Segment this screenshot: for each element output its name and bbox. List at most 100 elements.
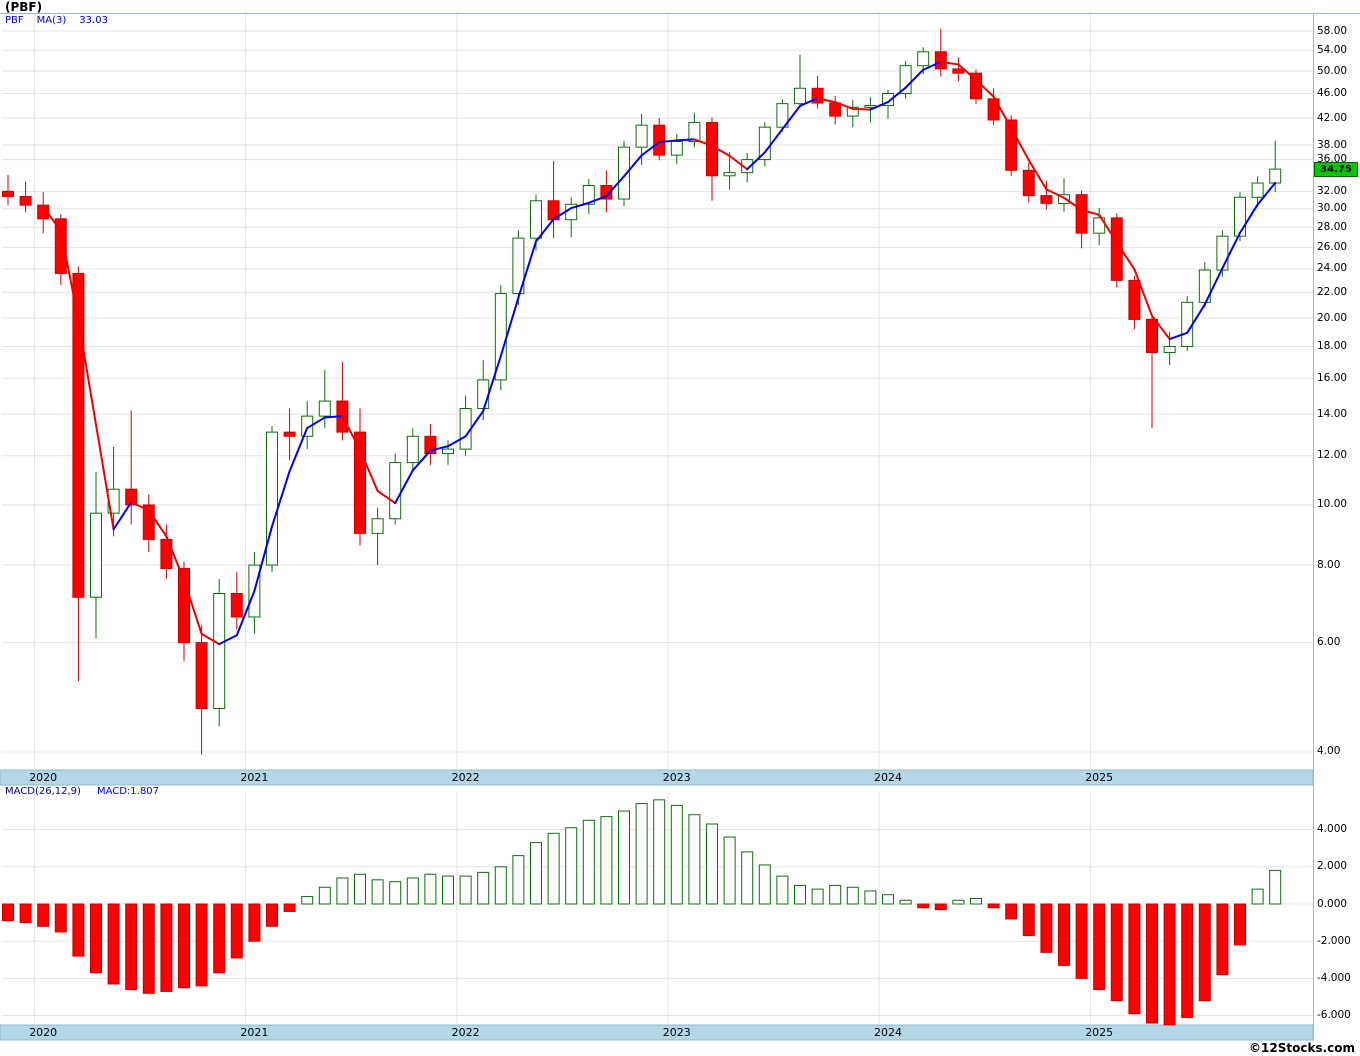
macd-bar bbox=[301, 896, 314, 905]
macd-bar bbox=[1110, 903, 1123, 1002]
macd-bar bbox=[107, 903, 120, 985]
macd-bar bbox=[987, 903, 1000, 909]
candle-body bbox=[934, 51, 947, 70]
price-tick-label: 22.00 bbox=[1317, 285, 1348, 298]
candle-body bbox=[512, 237, 525, 295]
candle-body bbox=[301, 415, 314, 437]
candle-body bbox=[1093, 217, 1106, 234]
macd-bar bbox=[530, 842, 542, 905]
candle-body bbox=[160, 538, 173, 569]
macd-bar bbox=[635, 803, 648, 905]
candle-body bbox=[283, 431, 296, 437]
price-tick-label: 10.00 bbox=[1317, 498, 1348, 511]
watermark-link[interactable]: ©12Stocks.com bbox=[1249, 1041, 1355, 1055]
macd-bar bbox=[178, 903, 190, 989]
candle-body bbox=[1163, 345, 1176, 354]
macd-bar bbox=[424, 873, 437, 905]
macd-bar bbox=[741, 851, 754, 905]
macd-bar bbox=[565, 827, 578, 905]
year-label: 2021 bbox=[240, 771, 269, 784]
year-label: 2024 bbox=[874, 771, 902, 784]
candle-body bbox=[230, 593, 243, 618]
year-label: 2020 bbox=[29, 771, 58, 784]
price-tick-label: 20.00 bbox=[1317, 311, 1348, 324]
price-tick-label: 12.00 bbox=[1317, 449, 1348, 462]
macd-bar bbox=[494, 866, 507, 905]
candle-body bbox=[266, 431, 278, 566]
macd-legend: MACD(26,12,9) MACD:1.807 bbox=[5, 786, 159, 797]
macd-bar bbox=[160, 903, 173, 992]
candle-body bbox=[811, 87, 824, 104]
date-band-bottom bbox=[0, 1024, 1314, 1041]
macd-bar bbox=[794, 884, 806, 905]
macd-bar bbox=[248, 903, 261, 942]
candle-body bbox=[442, 448, 454, 455]
candle-body bbox=[2, 190, 14, 197]
candle-body bbox=[600, 185, 613, 200]
macd-bar bbox=[90, 903, 102, 974]
macd-bar bbox=[776, 875, 789, 905]
candle-body bbox=[706, 122, 718, 177]
macd-bar bbox=[600, 816, 613, 905]
price-tick-label: 16.00 bbox=[1317, 371, 1348, 384]
macd-bar bbox=[1216, 903, 1229, 976]
year-label: 2021 bbox=[240, 1026, 269, 1039]
candle-body bbox=[987, 98, 1000, 121]
candle-body bbox=[125, 488, 138, 506]
macd-bar bbox=[477, 871, 490, 905]
candle-body bbox=[371, 518, 384, 534]
candle-body bbox=[1075, 194, 1088, 234]
macd-bar bbox=[54, 903, 67, 933]
macd-tick-label: 2.000 bbox=[1317, 860, 1348, 873]
year-label: 2022 bbox=[451, 771, 480, 784]
year-label: 2022 bbox=[451, 1026, 480, 1039]
macd-bar bbox=[19, 903, 32, 924]
candle-body bbox=[1181, 301, 1194, 347]
candle-body bbox=[54, 218, 67, 274]
year-label: 2023 bbox=[662, 771, 691, 784]
macd-bar bbox=[371, 879, 384, 905]
macd-bar bbox=[706, 823, 718, 905]
price-tick-label: 6.00 bbox=[1317, 636, 1341, 649]
price-tick-label: 18.00 bbox=[1317, 339, 1348, 352]
macd-bar bbox=[547, 832, 560, 905]
candle-body bbox=[846, 106, 859, 117]
price-tick-label: 54.00 bbox=[1317, 43, 1348, 56]
macd-bar bbox=[723, 836, 736, 905]
macd-bar bbox=[582, 819, 595, 905]
macd-bar bbox=[142, 903, 155, 994]
macd-bar bbox=[1093, 903, 1106, 991]
macd-bar bbox=[758, 864, 771, 905]
macd-bar bbox=[354, 873, 366, 905]
price-tick-label: 38.00 bbox=[1317, 138, 1348, 151]
candle-body bbox=[758, 126, 771, 161]
price-tick-label: 58.00 bbox=[1317, 24, 1348, 37]
candle-body bbox=[688, 122, 701, 142]
macd-tick-label: 0.000 bbox=[1317, 897, 1348, 910]
candle-body bbox=[1234, 196, 1246, 237]
candle-body bbox=[1146, 318, 1158, 354]
macd-bar bbox=[829, 884, 842, 905]
price-tick-label: 4.00 bbox=[1317, 745, 1341, 758]
price-tick-label: 24.00 bbox=[1317, 262, 1348, 275]
macd-bar bbox=[459, 875, 472, 905]
year-label: 2025 bbox=[1085, 771, 1114, 784]
date-band-top bbox=[0, 769, 1314, 786]
candle-body bbox=[582, 185, 595, 205]
macd-bar bbox=[1251, 888, 1264, 905]
macd-bar bbox=[195, 903, 208, 987]
year-label: 2024 bbox=[874, 1026, 902, 1039]
macd-bar bbox=[336, 877, 349, 905]
candle-body bbox=[1269, 168, 1282, 184]
axis-bands bbox=[0, 13, 1360, 1041]
macd-bar bbox=[213, 903, 226, 974]
candle-body bbox=[406, 435, 419, 464]
macd-bar bbox=[1040, 903, 1053, 953]
price-tick-label: 42.00 bbox=[1317, 111, 1348, 124]
macd-bar bbox=[1075, 903, 1088, 979]
price-tick-label: 26.00 bbox=[1317, 240, 1348, 253]
macd-bar bbox=[688, 814, 701, 905]
macd-tick-label: -4.000 bbox=[1317, 971, 1351, 984]
candlesticks bbox=[2, 28, 1282, 755]
